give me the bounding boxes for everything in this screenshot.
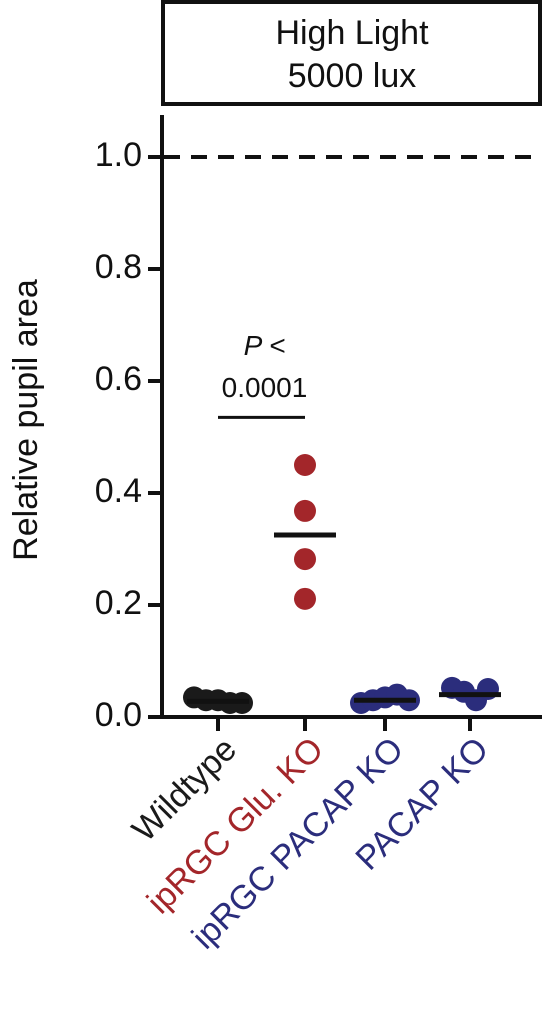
- title-box: [161, 0, 542, 106]
- y-tick-label: 0.0: [95, 696, 142, 734]
- data-point: [294, 548, 316, 571]
- y-tick-label: 0.4: [95, 472, 142, 510]
- y-tick-label: 0.2: [95, 584, 142, 622]
- chart-title: 5000 lux: [288, 57, 417, 95]
- data-point: [294, 454, 316, 476]
- chart-title: High Light: [275, 14, 429, 52]
- annotation: 0.0001: [222, 372, 308, 403]
- y-tick-label: 1.0: [95, 136, 142, 174]
- data-point: [294, 499, 316, 522]
- data-point: [294, 587, 316, 610]
- y-tick-label: 0.6: [95, 360, 142, 398]
- y-axis-label: Relative pupil area: [7, 279, 45, 561]
- y-tick-label: 0.8: [95, 248, 142, 286]
- annotation: P <: [244, 330, 286, 361]
